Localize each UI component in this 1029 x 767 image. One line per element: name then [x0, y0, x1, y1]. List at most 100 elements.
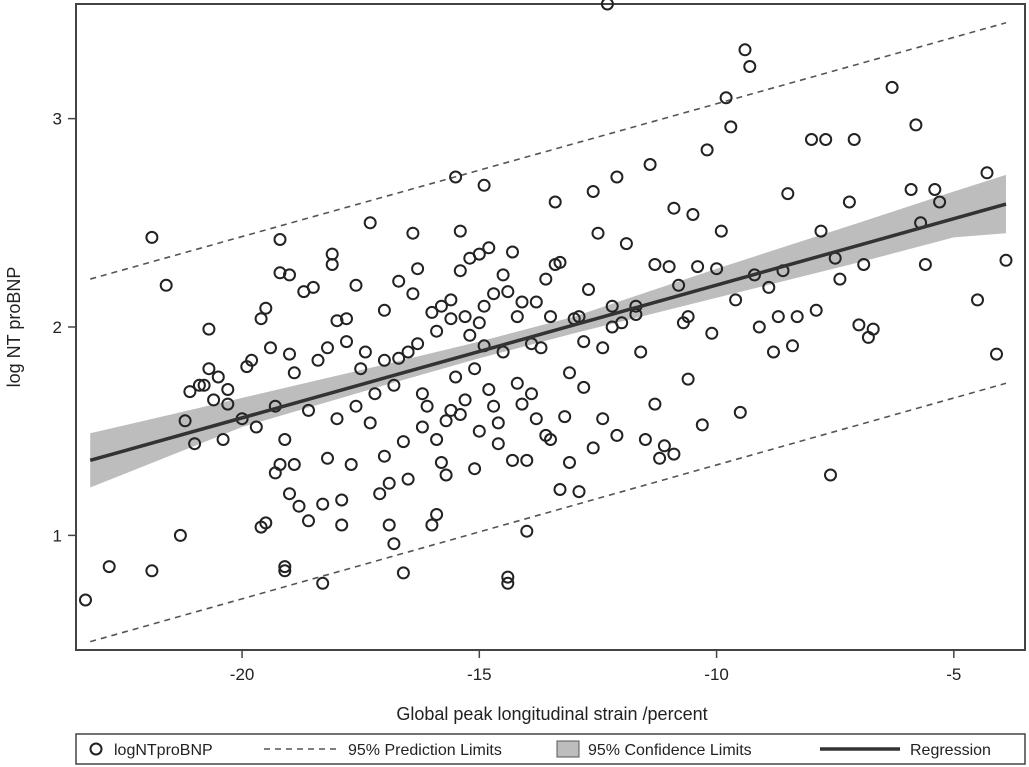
data-point — [515, 295, 529, 309]
data-point — [325, 247, 339, 261]
data-point — [586, 441, 600, 455]
data-point — [283, 347, 296, 361]
data-point — [349, 278, 363, 292]
legend: logNTproBNP 95% Prediction Limits 95% Co… — [75, 733, 1026, 765]
data-point — [548, 195, 562, 209]
data-point — [249, 420, 263, 434]
data-point — [377, 303, 391, 317]
regression-line — [89, 202, 1007, 463]
data-point — [705, 326, 719, 340]
data-point — [406, 287, 420, 301]
data-point — [539, 428, 553, 442]
data-point — [596, 341, 610, 355]
data-point — [852, 318, 866, 332]
data-point — [634, 345, 648, 359]
data-point — [401, 472, 415, 486]
data-point — [491, 437, 505, 451]
data-point — [264, 341, 277, 355]
data-point — [373, 487, 387, 501]
data-point — [553, 483, 567, 496]
data-point — [245, 353, 259, 367]
data-point — [686, 208, 700, 221]
data-point — [990, 347, 1003, 361]
data-point — [468, 362, 482, 376]
data-point — [325, 258, 339, 271]
data-point — [425, 518, 439, 532]
data-point — [482, 241, 496, 255]
data-point — [572, 485, 586, 499]
data-point — [743, 60, 757, 73]
data-point — [302, 514, 315, 528]
legend-label-confidence: 95% Confidence Limits — [588, 742, 752, 759]
data-point — [358, 345, 372, 359]
x-axis-ticks: -20 -15 -10 -5 — [230, 650, 961, 684]
data-point — [463, 328, 477, 342]
y-tick-label: 1 — [53, 526, 62, 545]
data-point — [316, 497, 330, 511]
data-point — [805, 133, 818, 146]
data-point — [449, 370, 463, 384]
data-point — [259, 301, 273, 315]
data-point — [340, 335, 353, 349]
data-point — [586, 185, 600, 198]
data-point — [833, 272, 847, 286]
data-point — [211, 370, 225, 384]
data-point — [729, 293, 743, 307]
data-point — [396, 435, 410, 449]
data-point — [344, 458, 358, 471]
data-point — [392, 274, 406, 288]
data-point — [610, 170, 624, 184]
data-point — [553, 255, 567, 269]
data-point — [681, 372, 695, 386]
data-point — [506, 453, 519, 467]
data-point — [487, 287, 501, 301]
data-point — [681, 310, 695, 324]
y-tick-label: 2 — [53, 318, 62, 337]
data-point — [173, 528, 187, 542]
data-point — [202, 362, 216, 376]
data-point — [439, 468, 453, 482]
data-point — [254, 312, 268, 326]
data-point — [610, 428, 624, 442]
data-point — [102, 560, 116, 574]
data-point — [596, 412, 610, 426]
data-point — [648, 397, 662, 411]
data-point — [79, 593, 92, 607]
data-point — [515, 397, 529, 411]
data-point — [192, 378, 206, 392]
data-point — [444, 403, 458, 417]
data-point — [368, 387, 382, 401]
legend-label-prediction: 95% Prediction Limits — [348, 742, 502, 759]
data-point — [563, 366, 576, 380]
data-point — [396, 566, 410, 580]
data-point — [377, 353, 391, 367]
data-point — [814, 224, 828, 238]
data-point — [501, 576, 515, 590]
data-point — [178, 414, 192, 428]
data-point — [501, 285, 515, 299]
data-point — [482, 383, 496, 396]
data-point — [392, 351, 406, 365]
data-point — [885, 80, 899, 94]
data-point — [695, 418, 709, 432]
data-point — [762, 280, 776, 294]
data-point — [558, 410, 572, 424]
data-point — [453, 264, 467, 278]
data-point — [145, 230, 159, 244]
data-point — [786, 339, 799, 353]
data-point — [430, 508, 444, 521]
data-point — [278, 433, 292, 446]
data-point — [691, 260, 705, 274]
data-point — [733, 405, 747, 419]
data-point — [980, 166, 994, 180]
data-point — [520, 524, 534, 538]
data-point — [738, 43, 752, 57]
data-point — [909, 118, 923, 132]
data-point — [411, 337, 425, 351]
data-point — [321, 451, 334, 465]
legend-label-points: logNTproBNP — [114, 742, 213, 759]
data-point — [866, 322, 880, 336]
data-point — [411, 262, 425, 276]
